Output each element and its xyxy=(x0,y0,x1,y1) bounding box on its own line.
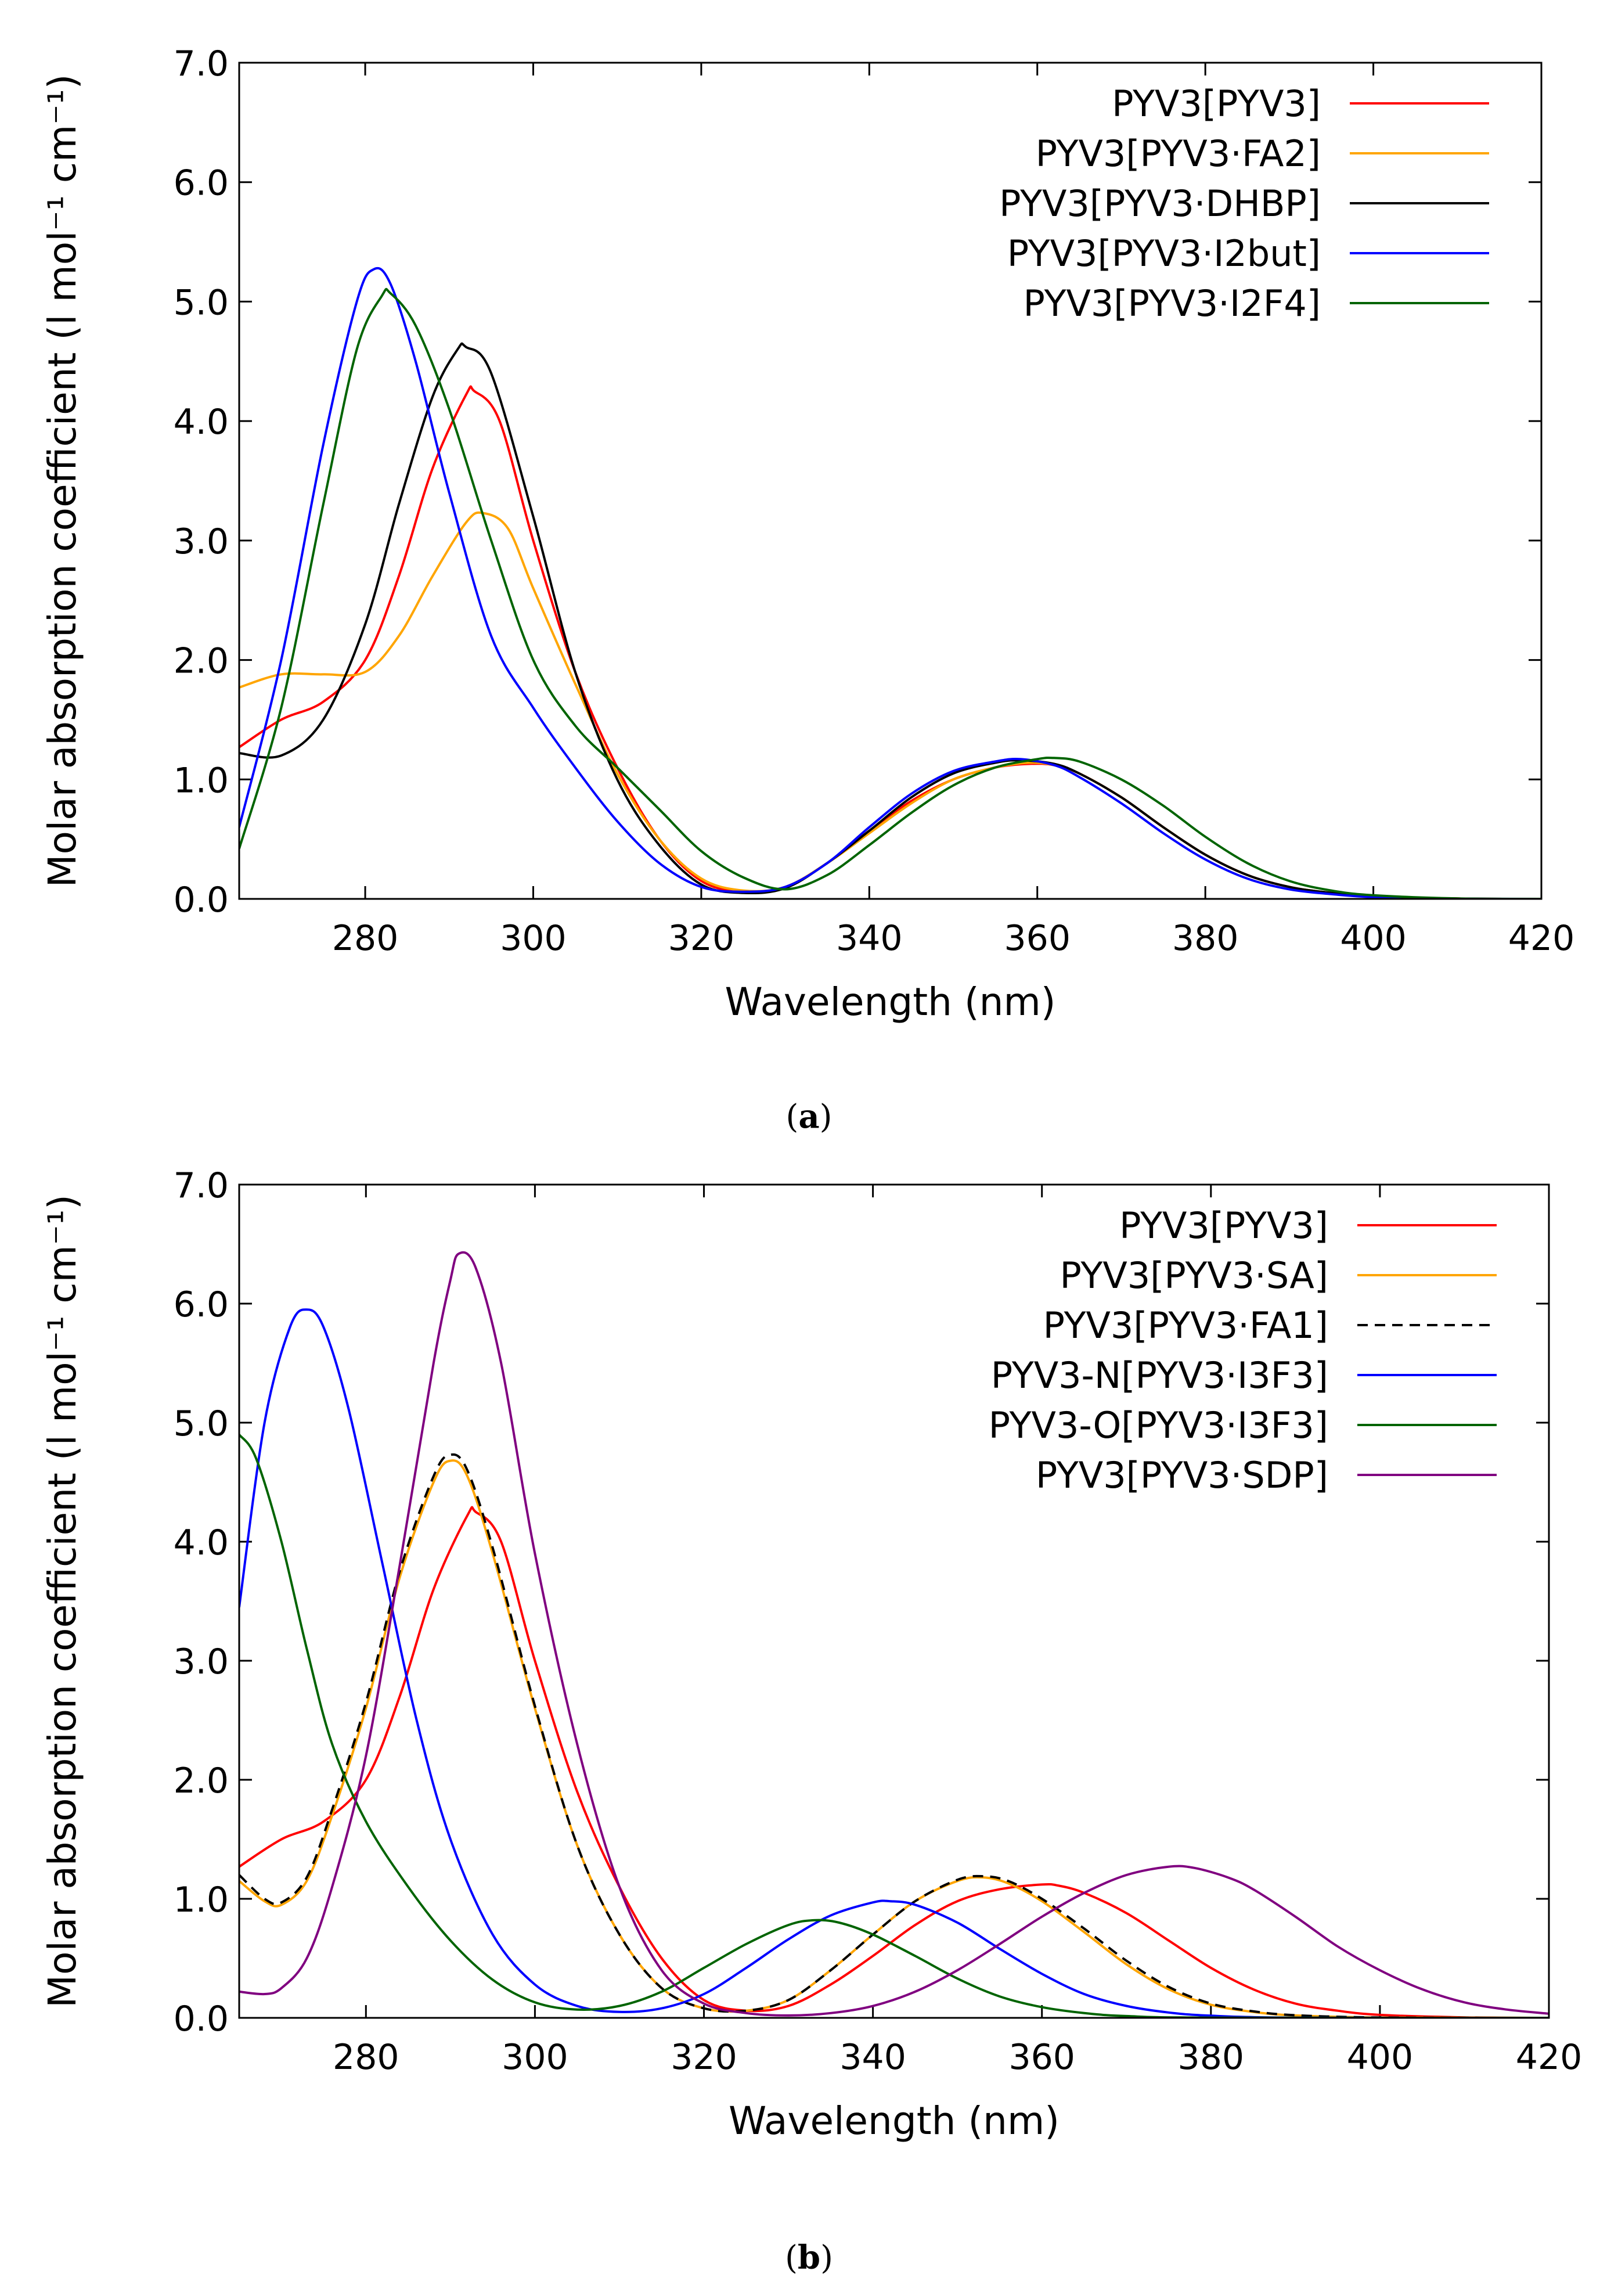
y-tick-label: 7.0 xyxy=(174,44,229,84)
y-tick-label: 4.0 xyxy=(174,402,229,442)
x-axis-label: Wavelength (nm) xyxy=(725,980,1055,1024)
chart-panel-b: 0.0 1.0 2.0 3.0 4.0 5.0 6.0 7.0 280 300 320 340 360 3… xyxy=(40,1165,1582,2143)
series-line xyxy=(239,1251,1549,2017)
series-line xyxy=(239,342,1541,899)
plot-frame xyxy=(238,1183,1550,2019)
x-tick-label: 400 xyxy=(1347,2037,1414,2078)
series-line xyxy=(239,287,1541,899)
x-tick-label: 340 xyxy=(836,918,903,959)
y-tick-label: 6.0 xyxy=(174,163,229,204)
x-tick-label: 380 xyxy=(1178,2037,1245,2078)
series-line xyxy=(239,1434,1549,2018)
series-line xyxy=(239,385,1541,899)
x-tick-label: 420 xyxy=(1508,918,1575,959)
legend-label: PYV3[PYV3] xyxy=(1119,1204,1328,1247)
x-tick-label: 320 xyxy=(668,918,735,959)
chart-panel-a: 0.0 1.0 2.0 3.0 4.0 5.0 6.0 7.0 280 300 320 340 360 3… xyxy=(40,44,1574,1024)
y-tick-label: 2.0 xyxy=(174,641,229,682)
x-tick-label: 400 xyxy=(1340,918,1407,959)
y-tick-label: 7.0 xyxy=(174,1165,229,1206)
y-tick-label: 2.0 xyxy=(174,1761,229,1801)
legend-label: PYV3[PYV3·FA2] xyxy=(1036,132,1321,175)
legend-label: PYV3[PYV3·SDP] xyxy=(1036,1454,1328,1496)
y-tick-label: 4.0 xyxy=(174,1523,229,1563)
y-tick-label: 1.0 xyxy=(174,1880,229,1920)
y-tick-label: 0.0 xyxy=(174,880,229,920)
legend-label: PYV3[PYV3·I2F4] xyxy=(1024,282,1321,325)
x-tick-label: 340 xyxy=(839,2037,906,2078)
series-line xyxy=(239,1308,1549,2018)
x-axis-label: Wavelength (nm) xyxy=(729,2099,1060,2143)
series-line xyxy=(239,1453,1549,2018)
y-tick-label: 1.0 xyxy=(174,760,229,801)
legend-label: PYV3[PYV3·I2but] xyxy=(1007,232,1321,275)
y-tick-label: 3.0 xyxy=(174,521,229,562)
series-line xyxy=(239,1459,1549,2018)
series-line xyxy=(239,267,1541,899)
y-tick-label: 0.0 xyxy=(174,1999,229,2039)
caption-b: (b) xyxy=(785,2239,833,2277)
y-axis-label: Molar absorption coefficient (l mol⁻¹ cm… xyxy=(40,74,85,888)
caption-a: (a) xyxy=(785,1097,833,1136)
y-axis-label: Molar absorption coefficient (l mol⁻¹ cm… xyxy=(40,1194,85,2008)
legend-label: PYV3[PYV3] xyxy=(1112,82,1321,125)
legend-label: PYV3-N[PYV3·I3F3] xyxy=(991,1354,1328,1397)
legend-label: PYV3[PYV3·FA1] xyxy=(1043,1304,1328,1347)
x-tick-label: 300 xyxy=(500,918,567,959)
x-tick-label: 320 xyxy=(671,2037,737,2078)
x-tick-label: 300 xyxy=(502,2037,568,2078)
plot-frame xyxy=(238,62,1543,900)
legend-label: PYV3[PYV3·DHBP] xyxy=(999,182,1321,225)
x-tick-label: 360 xyxy=(1004,918,1071,959)
legend-label: PYV3-O[PYV3·I3F3] xyxy=(989,1404,1328,1446)
series-line xyxy=(239,511,1541,899)
y-tick-label: 5.0 xyxy=(174,282,229,323)
x-tick-label: 280 xyxy=(333,2037,399,2078)
x-tick-label: 420 xyxy=(1516,2037,1583,2078)
legend-label: PYV3[PYV3·SA] xyxy=(1060,1254,1328,1297)
y-tick-label: 5.0 xyxy=(174,1403,229,1444)
series-line xyxy=(239,1506,1549,2018)
x-tick-label: 360 xyxy=(1008,2037,1075,2078)
x-tick-label: 380 xyxy=(1172,918,1239,959)
y-tick-label: 6.0 xyxy=(174,1284,229,1325)
x-tick-label: 280 xyxy=(332,918,399,959)
y-tick-label: 3.0 xyxy=(174,1642,229,1682)
